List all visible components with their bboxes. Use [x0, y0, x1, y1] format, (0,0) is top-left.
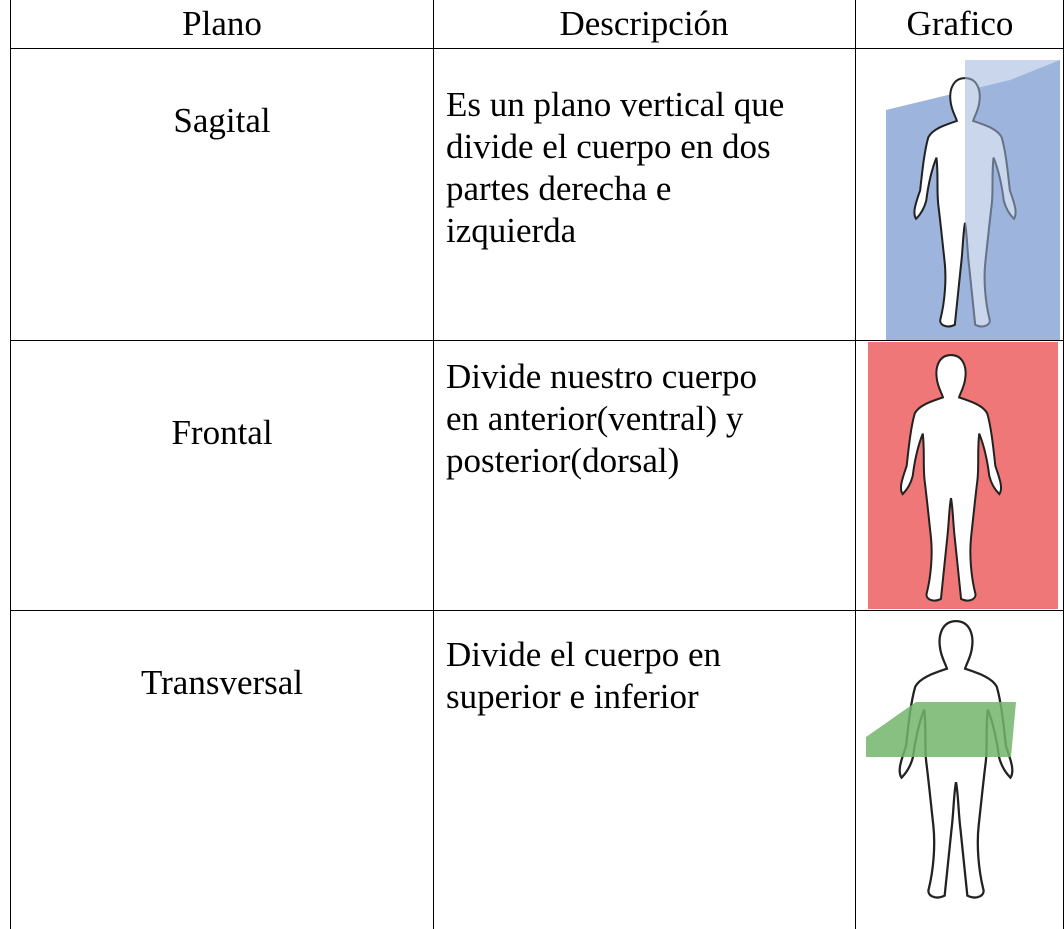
description-line: Es un plano vertical que	[446, 85, 785, 124]
plane-name: Frontal	[171, 413, 273, 452]
border	[10, 340, 1064, 341]
border	[10, 610, 1064, 611]
plane-name: Sagital	[173, 101, 271, 140]
transverse-illustration	[866, 619, 1016, 899]
description-line: Divide el cuerpo en	[446, 635, 722, 674]
border	[10, 48, 1064, 49]
description-line: en anterior(ventral) y	[446, 399, 744, 438]
description-line: izquierda	[446, 211, 577, 250]
description-line: divide el cuerpo en dos	[446, 127, 771, 166]
sagittal-illustration	[886, 60, 1060, 340]
frontal-illustration	[868, 342, 1058, 609]
description-line: superior e inferior	[446, 677, 699, 716]
column-header: Descripción	[559, 4, 729, 43]
description-line: partes derecha e	[446, 169, 672, 208]
border	[10, 0, 11, 929]
plane-name: Transversal	[140, 663, 304, 702]
description-line: Divide nuestro cuerpo	[446, 357, 758, 396]
border	[855, 0, 856, 929]
column-header: Grafico	[906, 4, 1014, 43]
border	[433, 0, 434, 929]
description-line: posterior(dorsal)	[446, 441, 680, 480]
column-header: Plano	[182, 4, 262, 43]
